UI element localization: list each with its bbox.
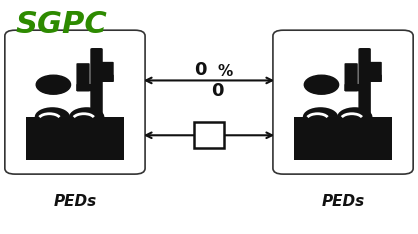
- Wedge shape: [303, 107, 338, 117]
- FancyBboxPatch shape: [90, 48, 103, 117]
- Bar: [294, 117, 392, 161]
- Text: PEDs: PEDs: [54, 194, 97, 209]
- FancyBboxPatch shape: [76, 84, 98, 91]
- FancyBboxPatch shape: [344, 84, 366, 91]
- FancyBboxPatch shape: [367, 75, 382, 82]
- FancyBboxPatch shape: [369, 62, 382, 82]
- Text: SGPC: SGPC: [15, 10, 107, 39]
- Text: %: %: [218, 64, 233, 79]
- FancyBboxPatch shape: [358, 48, 371, 117]
- FancyBboxPatch shape: [344, 63, 358, 91]
- Text: PEDs: PEDs: [321, 194, 364, 209]
- FancyBboxPatch shape: [273, 30, 413, 174]
- FancyBboxPatch shape: [76, 63, 90, 91]
- FancyBboxPatch shape: [5, 30, 145, 174]
- FancyBboxPatch shape: [100, 62, 114, 82]
- FancyBboxPatch shape: [99, 75, 114, 82]
- Bar: [26, 117, 124, 161]
- Wedge shape: [69, 107, 104, 117]
- Wedge shape: [35, 107, 70, 117]
- Text: 0: 0: [211, 82, 224, 100]
- Circle shape: [304, 75, 339, 94]
- FancyBboxPatch shape: [194, 122, 224, 148]
- Text: 0: 0: [194, 61, 207, 79]
- Circle shape: [36, 75, 71, 94]
- Wedge shape: [337, 107, 372, 117]
